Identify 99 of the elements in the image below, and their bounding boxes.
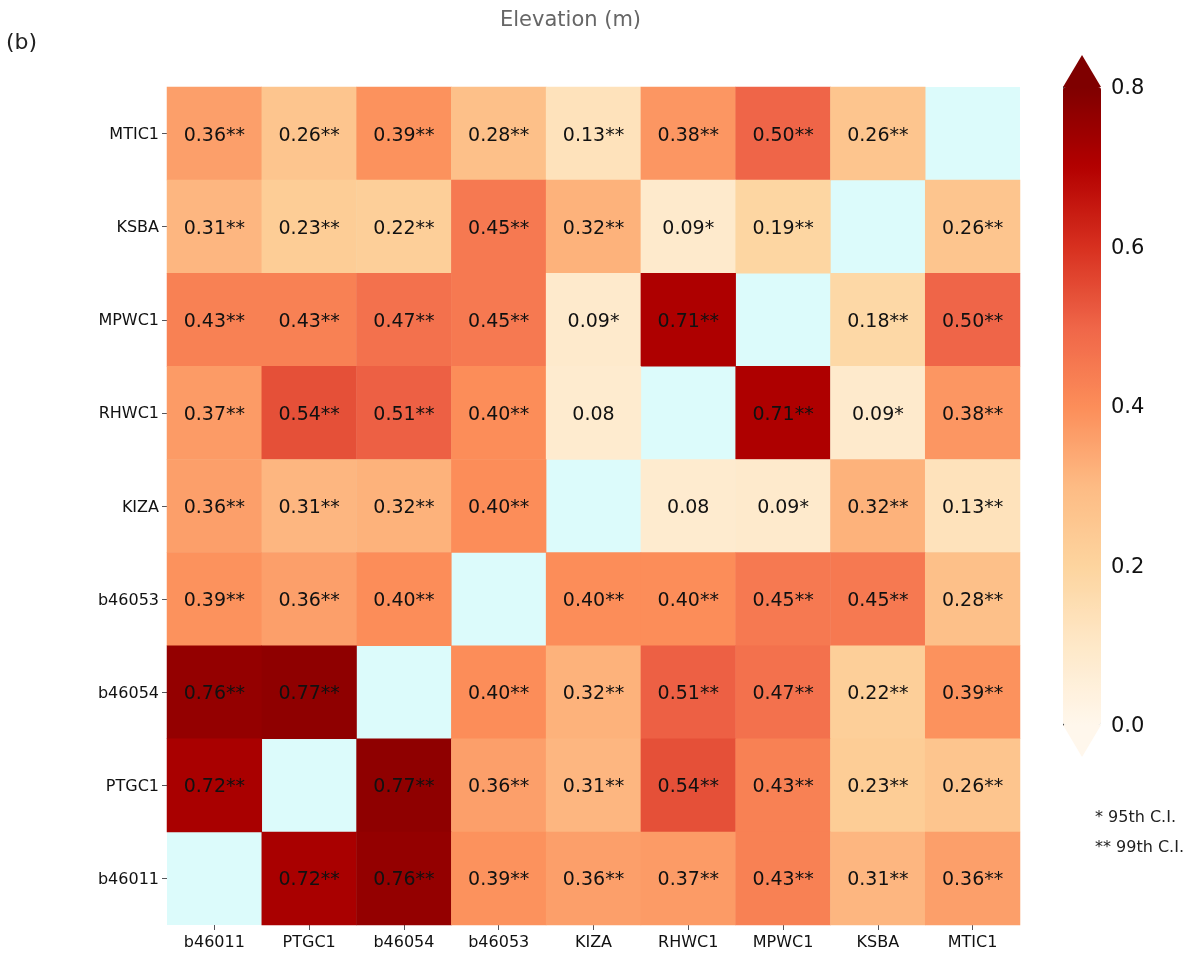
data-label: 0.47** — [373, 308, 435, 331]
data-label: 0.71** — [657, 308, 719, 331]
data-label: 0.13** — [562, 122, 625, 145]
data-label: 0.31** — [562, 774, 625, 797]
data-label: 0.09* — [662, 215, 715, 238]
color-bar-label: 0.8 — [1111, 75, 1145, 99]
data-label: 0.23** — [847, 774, 909, 797]
data-label: 0.26** — [941, 215, 1004, 238]
data-label: 0.45** — [468, 308, 530, 331]
data-label: 0.31** — [278, 495, 340, 517]
x-tick-label: b46011 — [183, 931, 245, 951]
data-label: 0.54** — [657, 774, 719, 797]
data-label: 0.26** — [278, 122, 340, 145]
data-label: 0.31** — [183, 215, 246, 238]
data-label: 0.36** — [941, 867, 1004, 890]
data-label: 0.54** — [278, 401, 340, 424]
x-tick-label: KSBA — [856, 931, 900, 951]
data-label: 0.51** — [657, 681, 719, 704]
data-label: 0.77** — [373, 774, 435, 797]
data-label: 0.43** — [752, 774, 814, 797]
data-label: 0.72** — [183, 774, 246, 797]
y-tick-label: KIZA — [121, 496, 160, 516]
data-label: 0.45** — [847, 588, 909, 611]
data-label: 0.23** — [278, 215, 340, 238]
data-label: 0.43** — [278, 308, 340, 331]
data-label: 0.72** — [278, 867, 340, 890]
data-label: 0.39** — [468, 867, 530, 890]
data-label: 0.39** — [941, 681, 1004, 704]
data-label: 0.22** — [847, 681, 909, 704]
data-label: 0.38** — [941, 401, 1004, 424]
x-tick-label: b46053 — [468, 931, 530, 951]
data-label: 0.40** — [468, 681, 530, 704]
data-label: 0.09* — [757, 495, 809, 517]
data-label: 0.50** — [941, 308, 1004, 331]
y-tick-label: MTIC1 — [109, 124, 159, 144]
y-tick-label: KSBA — [116, 217, 160, 237]
data-label: 0.40** — [562, 588, 625, 611]
color-bar-label: 0.6 — [1111, 234, 1145, 259]
color-bar-label: 0.2 — [1111, 553, 1145, 578]
data-label: 0.18** — [847, 308, 909, 331]
y-tick-label: b46054 — [97, 682, 159, 702]
y-tick-label: RHWC1 — [98, 403, 159, 423]
y-tick-label: b46053 — [97, 589, 159, 609]
data-label: 0.40** — [468, 401, 530, 424]
text: * 95th C.I. — [1095, 806, 1177, 826]
data-label: 0.36** — [278, 588, 340, 611]
x-tick-label: MPWC1 — [752, 931, 814, 951]
data-label: 0.36** — [468, 774, 530, 797]
data-label: 0.43** — [183, 308, 246, 331]
data-label: 0.40** — [468, 495, 530, 517]
x-tick-label: MTIC1 — [947, 931, 998, 951]
data-label: 0.22** — [373, 215, 435, 238]
data-label: 0.40** — [373, 588, 435, 611]
data-label: 0.39** — [183, 588, 246, 611]
data-label: 0.37** — [657, 867, 719, 890]
data-label: 0.19** — [752, 215, 814, 238]
text: (b) — [6, 28, 38, 54]
data-label: 0.76** — [183, 681, 246, 704]
y-tick-label: MPWC1 — [98, 310, 159, 330]
chart-title: Elevation (m) — [500, 6, 642, 31]
data-label: 0.26** — [941, 774, 1004, 797]
data-label: 0.36** — [183, 122, 246, 145]
x-tick-label: KIZA — [574, 931, 613, 951]
color-bar-label: 0.0 — [1111, 713, 1145, 737]
data-label: 0.28** — [468, 122, 530, 145]
x-tick-label: b46054 — [373, 931, 435, 951]
data-label: 0.76** — [373, 867, 435, 890]
data-label: 0.28** — [941, 588, 1004, 611]
data-label: 0.45** — [468, 215, 530, 238]
data-label: 0.77** — [278, 681, 340, 704]
data-label: 0.13** — [941, 495, 1004, 517]
data-label: 0.09* — [851, 401, 904, 424]
data-label: 0.31** — [847, 867, 909, 890]
data-label: 0.08 — [572, 401, 615, 424]
x-tick-label: PTGC1 — [282, 931, 336, 951]
data-label: 0.51** — [373, 401, 435, 424]
data-label: 0.45** — [752, 588, 814, 611]
data-label: 0.36** — [183, 495, 246, 517]
text: ** 99th C.I. — [1095, 836, 1184, 856]
data-label: 0.32** — [847, 495, 909, 517]
data-label: 0.32** — [562, 215, 625, 238]
x-tick-label: RHWC1 — [658, 931, 719, 951]
data-label: 0.36** — [562, 867, 625, 890]
data-label: 0.47** — [752, 681, 814, 704]
data-label: 0.43** — [752, 867, 814, 890]
data-label: 0.09* — [567, 308, 620, 331]
data-label: 0.37** — [183, 401, 246, 424]
y-tick-label: PTGC1 — [105, 775, 159, 795]
data-label: 0.38** — [657, 122, 719, 145]
data-label: 0.32** — [373, 495, 435, 517]
data-label: 0.26** — [847, 122, 909, 145]
color-bar-label: 0.4 — [1111, 394, 1145, 418]
data-label: 0.71** — [752, 401, 814, 424]
data-label: 0.50** — [752, 122, 814, 145]
data-label: 0.39** — [373, 122, 435, 145]
data-label: 0.08 — [667, 495, 710, 517]
data-label: 0.40** — [657, 588, 719, 611]
data-label: 0.32** — [562, 681, 625, 704]
y-tick-label: b46011 — [97, 868, 159, 888]
